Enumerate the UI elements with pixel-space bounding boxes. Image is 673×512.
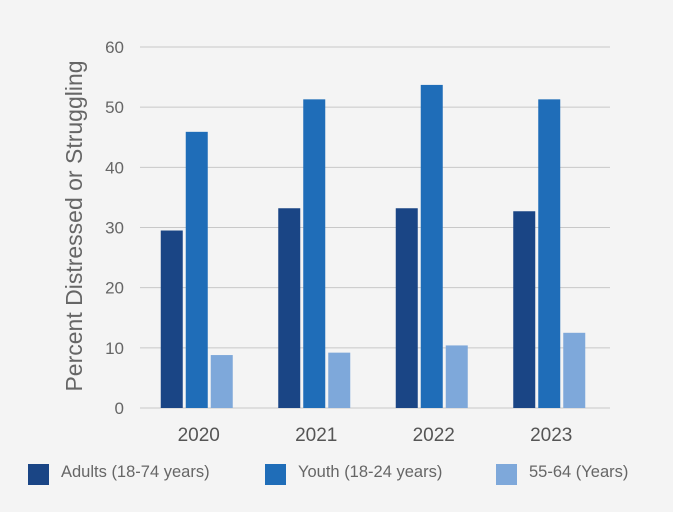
legend-label: 55-64 (Years) — [529, 463, 628, 481]
bar-2020-series-1 — [160, 230, 183, 408]
y-tick-label: 30 — [105, 219, 124, 238]
bar-2022-series-3 — [445, 345, 468, 408]
y-tick-label: 50 — [105, 98, 124, 117]
bar-2022-series-2 — [420, 84, 443, 408]
x-tick-label: 2022 — [413, 425, 455, 446]
legend-label: Youth (18-24 years) — [298, 463, 442, 481]
bars — [160, 84, 586, 408]
bar-2021-series-2 — [303, 99, 326, 408]
bar-2023-series-2 — [538, 99, 561, 408]
legend-item: 55-64 (Years) — [496, 463, 628, 485]
x-tick-label: 2023 — [530, 425, 572, 446]
bar-2023-series-1 — [513, 211, 536, 408]
bar-2021-series-3 — [328, 352, 351, 408]
gridlines — [140, 46, 610, 409]
y-axis-label: Percent Distressed or Struggling — [61, 60, 87, 391]
legend-item: Adults (18-74 years) — [28, 463, 210, 485]
legend-item: Youth (18-24 years) — [265, 463, 442, 485]
y-axis-ticks: 0 10 20 30 40 50 60 — [105, 38, 124, 418]
y-tick-label: 60 — [105, 38, 124, 57]
x-tick-label: 2020 — [178, 425, 220, 446]
bar-2023-series-3 — [563, 332, 586, 408]
legend-swatch — [265, 464, 286, 485]
y-tick-label: 20 — [105, 279, 124, 298]
x-tick-label: 2021 — [295, 425, 337, 446]
bar-2020-series-2 — [185, 131, 208, 408]
legend-swatch — [28, 464, 49, 485]
legend-label: Adults (18-74 years) — [61, 463, 210, 481]
legend-swatch — [496, 464, 517, 485]
legend: Adults (18-74 years) Youth (18-24 years) 5… — [28, 463, 628, 485]
bar-2020-series-3 — [210, 355, 233, 408]
bar-2022-series-1 — [395, 208, 418, 408]
bar-2021-series-1 — [278, 208, 301, 408]
y-tick-label: 10 — [105, 339, 124, 358]
y-tick-label: 0 — [115, 399, 124, 418]
x-axis-ticks: 2020 2021 2022 2023 — [178, 425, 573, 446]
y-tick-label: 40 — [105, 158, 124, 177]
